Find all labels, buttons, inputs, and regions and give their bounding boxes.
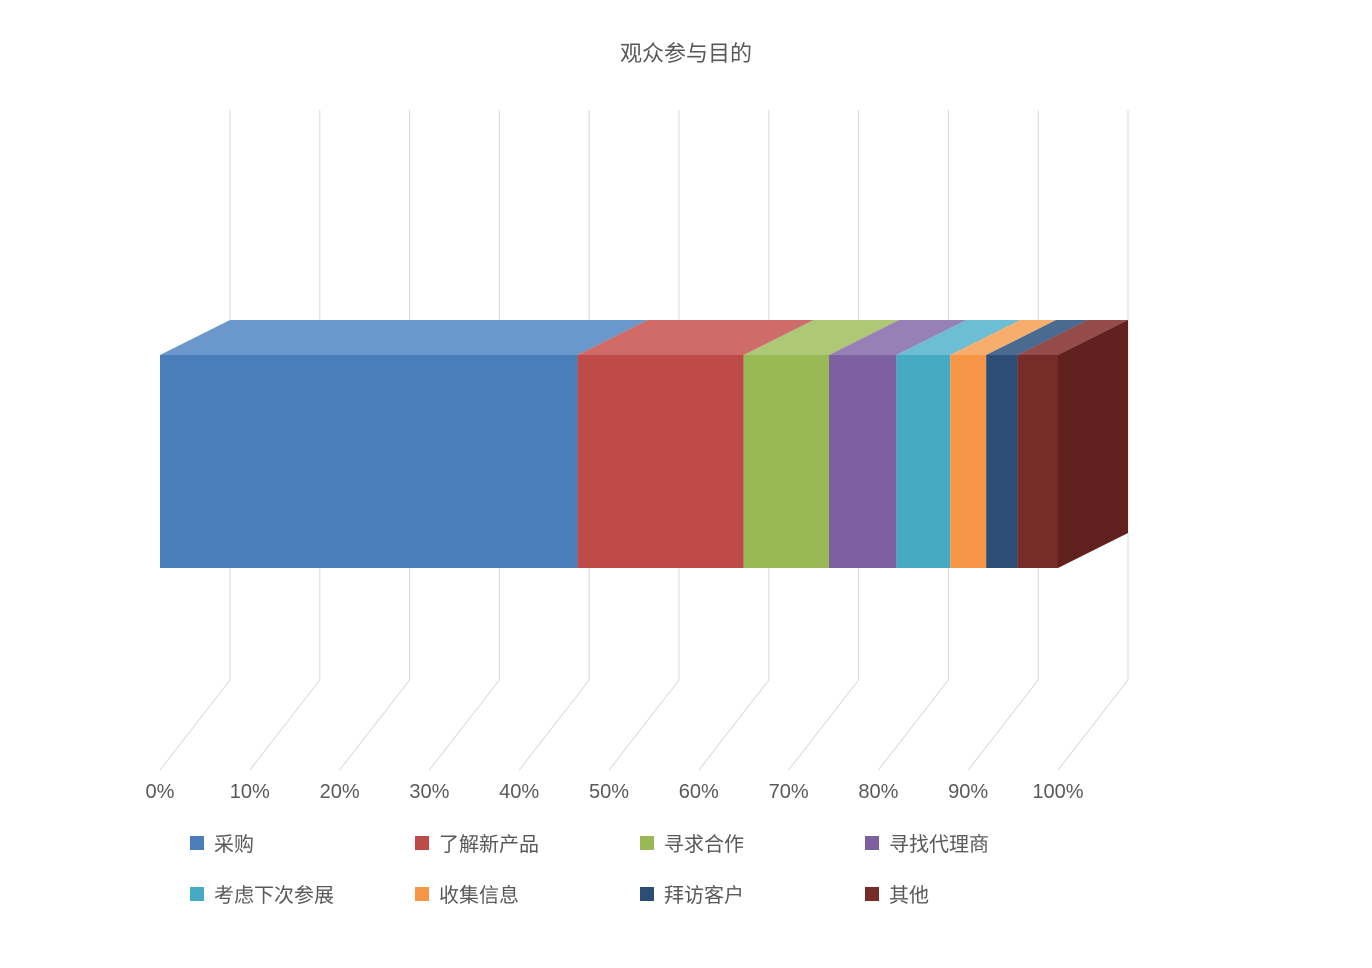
legend-item: 收集信息 (415, 879, 640, 908)
svg-text:10%: 10% (230, 781, 270, 803)
legend-label: 采购 (214, 828, 254, 857)
svg-text:30%: 30% (409, 781, 449, 803)
svg-text:70%: 70% (769, 781, 809, 803)
legend-label: 考虑下次参展 (214, 879, 334, 908)
legend-label: 寻找代理商 (889, 828, 989, 857)
legend-item: 寻求合作 (640, 828, 865, 857)
legend-item: 考虑下次参展 (190, 879, 415, 908)
legend-item: 拜访客户 (640, 879, 865, 908)
chart-plot: 0% 10% 20% 30% 40% 50% 60% 70% 80% 90% 100% (0, 0, 1372, 968)
svg-text:60%: 60% (679, 781, 719, 803)
svg-text:90%: 90% (948, 781, 988, 803)
legend-row: 考虑下次参展 收集信息 拜访客户 其他 (190, 879, 1090, 908)
svg-text:80%: 80% (858, 781, 898, 803)
legend-label: 拜访客户 (664, 879, 744, 908)
legend-swatch (415, 836, 429, 850)
legend-item: 其他 (865, 879, 1090, 908)
legend-label: 了解新产品 (439, 828, 539, 857)
legend-swatch (640, 887, 654, 901)
legend-item: 寻找代理商 (865, 828, 1090, 857)
legend-swatch (865, 836, 879, 850)
svg-text:0%: 0% (146, 781, 175, 803)
svg-text:40%: 40% (499, 781, 539, 803)
svg-text:100%: 100% (1032, 781, 1083, 803)
legend-label: 其他 (889, 879, 929, 908)
legend-swatch (865, 887, 879, 901)
svg-text:50%: 50% (589, 781, 629, 803)
legend-label: 寻求合作 (664, 828, 744, 857)
chart-container: 观众参与目的 0%10%20%30%40%50%60%70%80%90%100%… (0, 0, 1372, 968)
legend-row: 采购 了解新产品 寻求合作 寻找代理商 (190, 828, 1090, 857)
legend-swatch (415, 887, 429, 901)
chart-legend: 采购 了解新产品 寻求合作 寻找代理商考虑下次参展 收集信息 拜访客户 其他 (190, 828, 1090, 930)
legend-swatch (190, 887, 204, 901)
legend-label: 收集信息 (439, 879, 519, 908)
legend-swatch (190, 836, 204, 850)
legend-swatch (640, 836, 654, 850)
legend-item: 了解新产品 (415, 828, 640, 857)
svg-text:20%: 20% (320, 781, 360, 803)
legend-item: 采购 (190, 828, 415, 857)
